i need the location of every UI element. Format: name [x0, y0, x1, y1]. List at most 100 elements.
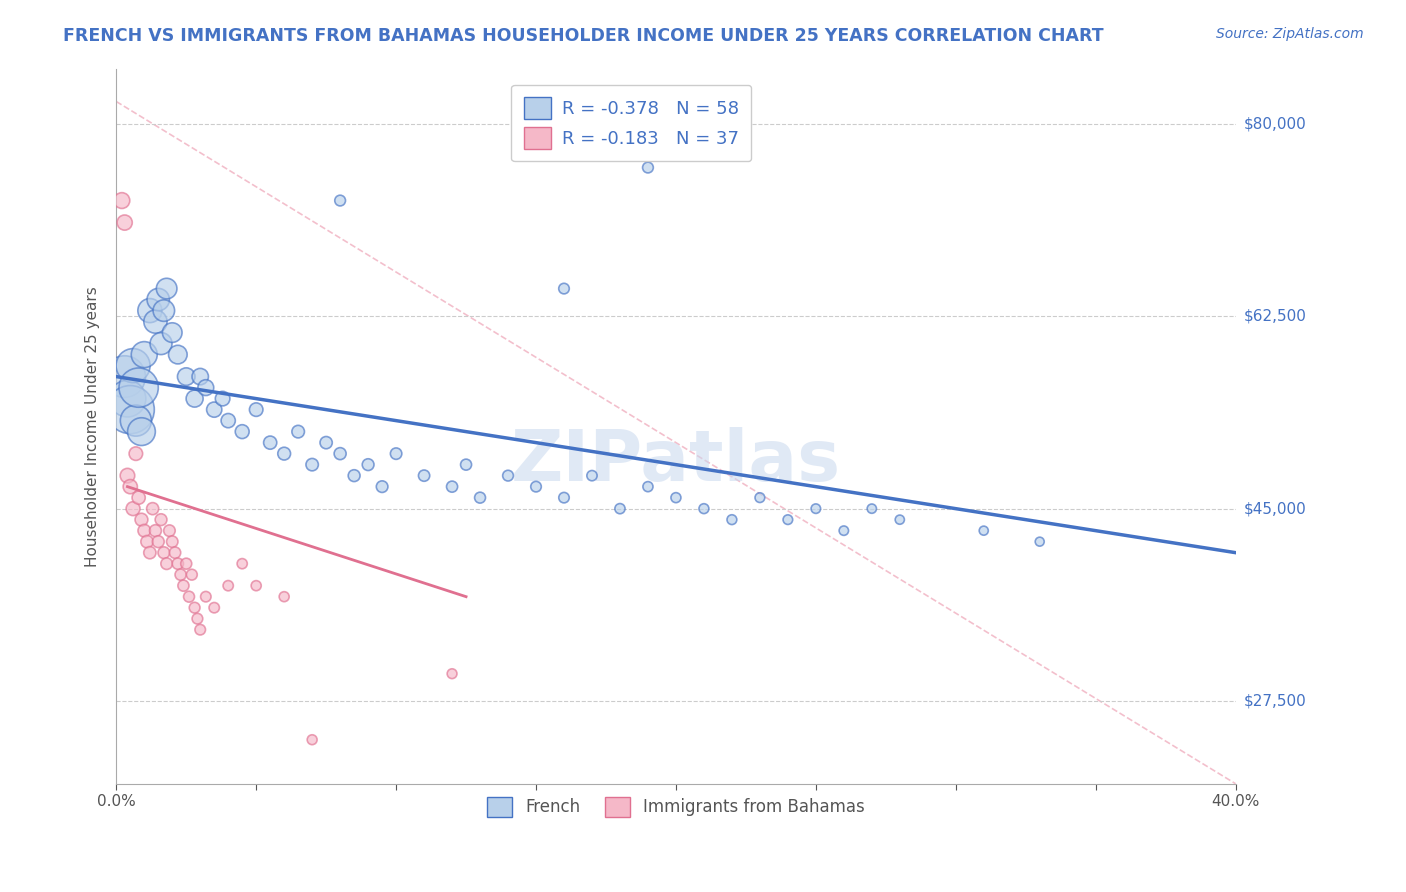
Point: [202, 402, 225, 417]
Point: [413, 468, 436, 483]
Y-axis label: Householder Income Under 25 years: Householder Income Under 25 years: [86, 285, 100, 566]
Point: [441, 666, 464, 681]
Point: [553, 282, 575, 296]
Point: [804, 501, 827, 516]
Point: [217, 414, 239, 428]
Point: [693, 501, 716, 516]
Point: [301, 732, 323, 747]
Point: [131, 425, 153, 439]
Text: FRENCH VS IMMIGRANTS FROM BAHAMAS HOUSEHOLDER INCOME UNDER 25 YEARS CORRELATION : FRENCH VS IMMIGRANTS FROM BAHAMAS HOUSEH…: [63, 27, 1104, 45]
Point: [186, 612, 208, 626]
Point: [202, 600, 225, 615]
Point: [454, 458, 477, 472]
Point: [174, 557, 197, 571]
Point: [721, 513, 744, 527]
Point: [174, 369, 197, 384]
Point: [832, 524, 855, 538]
Point: [357, 458, 380, 472]
Point: [114, 369, 136, 384]
Point: [343, 468, 366, 483]
Point: [581, 468, 603, 483]
Point: [128, 491, 150, 505]
Point: [131, 513, 153, 527]
Point: [194, 381, 217, 395]
Point: [371, 480, 394, 494]
Point: [163, 546, 186, 560]
Point: [329, 447, 352, 461]
Point: [128, 381, 150, 395]
Point: [301, 458, 323, 472]
Point: [188, 369, 211, 384]
Point: [1028, 534, 1050, 549]
Point: [245, 579, 267, 593]
Point: [169, 567, 191, 582]
Point: [180, 567, 202, 582]
Point: [114, 216, 136, 230]
Point: [153, 546, 176, 560]
Point: [468, 491, 491, 505]
Point: [217, 579, 239, 593]
Point: [231, 425, 253, 439]
Point: [111, 194, 134, 208]
Point: [315, 435, 337, 450]
Point: [524, 480, 547, 494]
Point: [441, 480, 464, 494]
Point: [273, 590, 295, 604]
Point: [162, 534, 184, 549]
Legend: French, Immigrants from Bahamas: French, Immigrants from Bahamas: [478, 789, 873, 825]
Point: [159, 524, 181, 538]
Point: [125, 447, 148, 461]
Point: [162, 326, 184, 340]
Point: [385, 447, 408, 461]
Point: [148, 534, 170, 549]
Point: [177, 590, 200, 604]
Point: [637, 480, 659, 494]
Point: [748, 491, 770, 505]
Point: [889, 513, 911, 527]
Point: [166, 557, 188, 571]
Text: $45,000: $45,000: [1244, 501, 1306, 516]
Point: [120, 402, 142, 417]
Point: [553, 491, 575, 505]
Point: [156, 282, 179, 296]
Point: [973, 524, 995, 538]
Point: [150, 336, 173, 351]
Point: [665, 491, 688, 505]
Point: [183, 392, 205, 406]
Point: [211, 392, 233, 406]
Point: [259, 435, 281, 450]
Point: [245, 402, 267, 417]
Point: [139, 546, 162, 560]
Point: [150, 513, 173, 527]
Point: [287, 425, 309, 439]
Point: [120, 480, 142, 494]
Point: [142, 501, 165, 516]
Point: [188, 623, 211, 637]
Text: ZIPatlas: ZIPatlas: [510, 427, 841, 496]
Point: [776, 513, 799, 527]
Point: [153, 303, 176, 318]
Point: [148, 293, 170, 307]
Text: $62,500: $62,500: [1244, 309, 1306, 324]
Point: [117, 468, 139, 483]
Point: [134, 524, 156, 538]
Point: [122, 501, 145, 516]
Point: [329, 194, 352, 208]
Point: [637, 161, 659, 175]
Text: Source: ZipAtlas.com: Source: ZipAtlas.com: [1216, 27, 1364, 41]
Point: [172, 579, 194, 593]
Point: [496, 468, 519, 483]
Point: [125, 414, 148, 428]
Point: [117, 392, 139, 406]
Point: [166, 348, 188, 362]
Point: [134, 348, 156, 362]
Point: [136, 534, 159, 549]
Point: [145, 315, 167, 329]
Text: $27,500: $27,500: [1244, 694, 1306, 709]
Point: [183, 600, 205, 615]
Text: $80,000: $80,000: [1244, 116, 1306, 131]
Point: [273, 447, 295, 461]
Point: [156, 557, 179, 571]
Point: [122, 359, 145, 373]
Point: [194, 590, 217, 604]
